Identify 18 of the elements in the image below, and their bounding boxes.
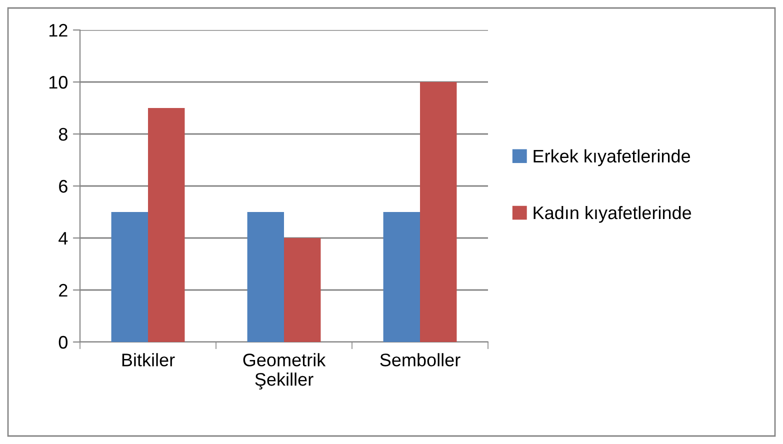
y-tick-label: 10 [49,76,68,89]
y-tick-label: 6 [59,180,68,193]
y-tick-label: 2 [59,284,68,297]
bar [420,82,457,342]
bar [383,212,420,342]
y-tick-label: 0 [58,336,68,349]
y-tick-label: 8 [58,128,68,141]
y-tick-label: 12 [49,24,68,37]
legend-label: Erkek kıyafetlerinde [534,149,690,166]
bar [247,212,284,342]
legend-label: Kadın kıyafetlerinde [534,206,692,223]
bar [111,212,148,342]
x-tick-label: Geometrik Şekiller [243,353,326,390]
x-tick-label: Bitkiler [122,353,175,366]
bar [148,108,185,342]
x-tick-label: Semboller [380,353,460,366]
bar [284,238,321,342]
y-tick-label: 4 [58,232,68,245]
